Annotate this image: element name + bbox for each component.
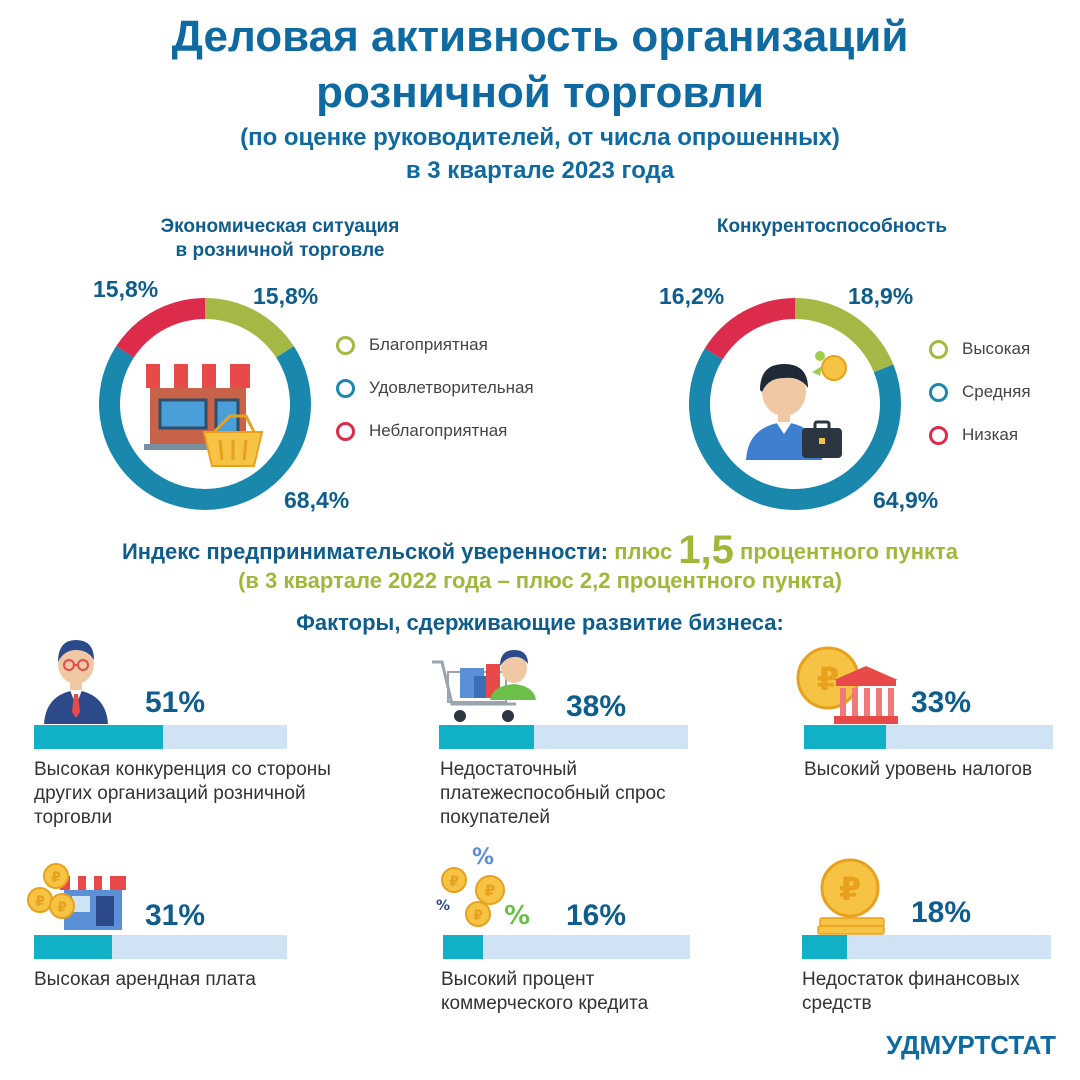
legend-item-high: Высокая (929, 338, 1031, 360)
rent-shop-icon: ₽ ₽ ₽ (26, 862, 126, 936)
factor-4-bar-fill (34, 935, 112, 959)
chart2-label-low: 16,2% (659, 283, 724, 310)
chart2-label-high: 18,9% (848, 283, 913, 310)
factor-1-bar-fill (34, 725, 163, 749)
factor-6-bar-track (802, 935, 1051, 959)
factor-6-label: Недостаток финансовых средств (802, 968, 1062, 1016)
page-title-line2: розничной торговли (0, 68, 1080, 118)
factor-3-bar-track (804, 725, 1053, 749)
svg-text:%: % (436, 898, 450, 914)
slice-unfavorable (116, 298, 205, 358)
svg-text:₽: ₽ (57, 900, 67, 916)
legend-item-satisfactory: Удовлетворительная (336, 377, 534, 399)
legend-marker-high (929, 340, 948, 359)
index-label: Индекс предпринимательской уверенности: (122, 539, 608, 564)
chart2-title: Конкурентоспособность (682, 215, 982, 239)
chart1-label-satisfactory: 68,4% (284, 487, 349, 514)
legend-marker-unfavorable (336, 422, 355, 441)
page-title-line1: Деловая активность организаций (0, 12, 1080, 62)
tax-building-icon: ₽ (796, 646, 900, 726)
legend-label: Высокая (962, 339, 1030, 359)
page-subtitle: (по оценке руководителей, от числа опрош… (0, 123, 1080, 153)
legend-item-unfavorable: Неблагоприятная (336, 420, 534, 442)
svg-text:₽: ₽ (817, 660, 839, 698)
businessman-icon (740, 342, 852, 462)
legend-marker-medium (929, 383, 948, 402)
factor-3-bar-fill (804, 725, 886, 749)
factors-title: Факторы, сдерживающие развитие бизнеса: (0, 610, 1080, 636)
factor-2-label: Недостаточный платежеспособный спрос пок… (440, 758, 700, 830)
legend-label: Низкая (962, 425, 1018, 445)
chart1-label-favorable: 15,8% (253, 283, 318, 310)
index-value: 1,5 (678, 528, 734, 572)
credit-coins-icon: % % % ₽ ₽ ₽ (432, 842, 536, 934)
factor-4-label: Высокая арендная плата (34, 968, 364, 992)
chart2-label-medium: 64,9% (873, 487, 938, 514)
svg-text:₽: ₽ (51, 870, 61, 886)
factor-2-bar-track (439, 725, 688, 749)
confidence-index: Индекс предпринимательской уверенности: … (0, 528, 1080, 573)
factor-5-label: Высокий процент коммерческого кредита (441, 968, 701, 1016)
chart1-title-line2: в розничной торговле (130, 239, 430, 263)
legend-label: Удовлетворительная (369, 378, 534, 398)
ruble-coin-icon: ₽ (814, 856, 886, 936)
chart1-legend: Благоприятная Удовлетворительная Неблаго… (336, 334, 534, 442)
factor-6-percent: 18% (911, 896, 971, 930)
legend-marker-favorable (336, 336, 355, 355)
chart2-legend: Высокая Средняя Низкая (929, 338, 1031, 446)
chart1-title-line1: Экономическая ситуация (130, 215, 430, 239)
brand-footer: УДМУРТСТАТ (886, 1030, 1056, 1061)
legend-label: Неблагоприятная (369, 421, 507, 441)
factor-2-percent: 38% (566, 690, 626, 724)
factor-4-bar-track (34, 935, 287, 959)
factor-3-percent: 33% (911, 686, 971, 720)
chart1-title: Экономическая ситуация в розничной торго… (130, 215, 430, 263)
factor-3-label: Высокий уровень налогов (804, 758, 1064, 782)
chart2-title-line1: Конкурентоспособность (682, 215, 982, 239)
factor-5-percent: 16% (566, 899, 626, 933)
index-prefix: плюс (614, 539, 672, 564)
legend-item-medium: Средняя (929, 381, 1031, 403)
manager-icon (42, 632, 110, 724)
factor-1-percent: 51% (145, 686, 205, 720)
factor-5-bar-fill (443, 935, 483, 959)
legend-marker-satisfactory (336, 379, 355, 398)
index-suffix: процентного пункта (740, 539, 958, 564)
factor-1-bar-track (34, 725, 287, 749)
factor-2-bar-fill (439, 725, 534, 749)
svg-text:₽: ₽ (484, 881, 495, 900)
legend-label: Благоприятная (369, 335, 488, 355)
svg-text:₽: ₽ (449, 874, 459, 890)
svg-text:%: % (504, 901, 530, 931)
shopping-cart-icon (430, 648, 540, 726)
legend-label: Средняя (962, 382, 1031, 402)
svg-text:₽: ₽ (473, 908, 483, 924)
svg-text:₽: ₽ (839, 870, 861, 908)
legend-item-favorable: Благоприятная (336, 334, 534, 356)
store-icon (142, 360, 268, 472)
factor-5-bar-track (443, 935, 690, 959)
chart1-label-unfavorable: 15,8% (93, 276, 158, 303)
page-period: в 3 квартале 2023 года (0, 156, 1080, 186)
svg-text:%: % (472, 845, 494, 870)
index-comparison: (в 3 квартале 2022 года – плюс 2,2 проце… (0, 568, 1080, 594)
svg-text:₽: ₽ (35, 894, 45, 910)
factor-4-percent: 31% (145, 899, 205, 933)
legend-marker-low (929, 426, 948, 445)
legend-item-low: Низкая (929, 424, 1031, 446)
factor-6-bar-fill (802, 935, 847, 959)
factor-1-label: Высокая конкуренция со стороны других ор… (34, 758, 364, 830)
